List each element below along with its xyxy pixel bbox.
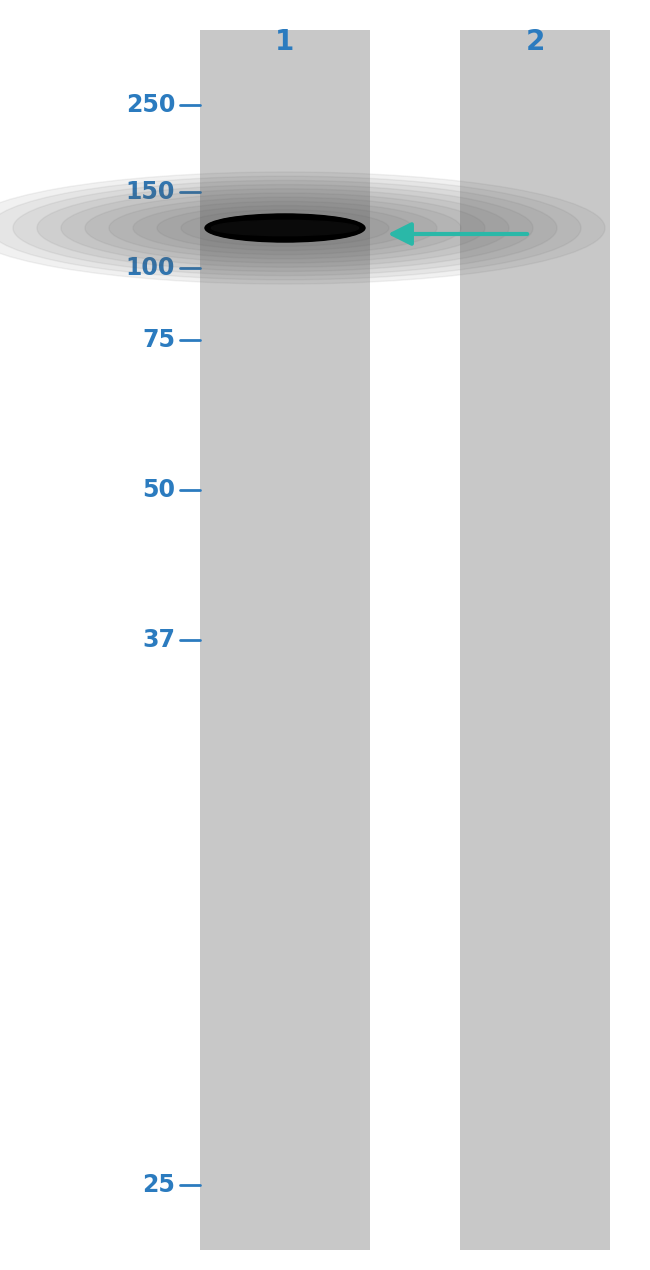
Ellipse shape [213,218,357,237]
Ellipse shape [85,193,485,263]
Text: 100: 100 [125,257,175,279]
Ellipse shape [212,217,358,239]
Text: 25: 25 [142,1173,175,1198]
Ellipse shape [210,217,360,239]
Ellipse shape [157,206,413,250]
Text: 75: 75 [142,328,175,352]
Text: 50: 50 [142,478,175,502]
Ellipse shape [211,217,359,239]
Ellipse shape [109,197,461,259]
Text: 250: 250 [125,93,175,117]
Text: 2: 2 [525,28,545,56]
Ellipse shape [207,215,363,241]
Ellipse shape [209,216,361,240]
Ellipse shape [206,215,364,241]
Text: 1: 1 [276,28,294,56]
Ellipse shape [205,215,365,243]
Text: 150: 150 [125,180,175,204]
Ellipse shape [0,177,581,279]
Ellipse shape [61,189,509,267]
Bar [200,30,370,1250]
Ellipse shape [211,220,359,236]
Ellipse shape [181,210,389,246]
Ellipse shape [208,216,362,240]
Text: 37: 37 [142,627,175,652]
Ellipse shape [13,180,557,276]
Ellipse shape [37,184,533,272]
Bar [460,30,610,1250]
Ellipse shape [133,202,437,254]
Ellipse shape [0,171,605,284]
